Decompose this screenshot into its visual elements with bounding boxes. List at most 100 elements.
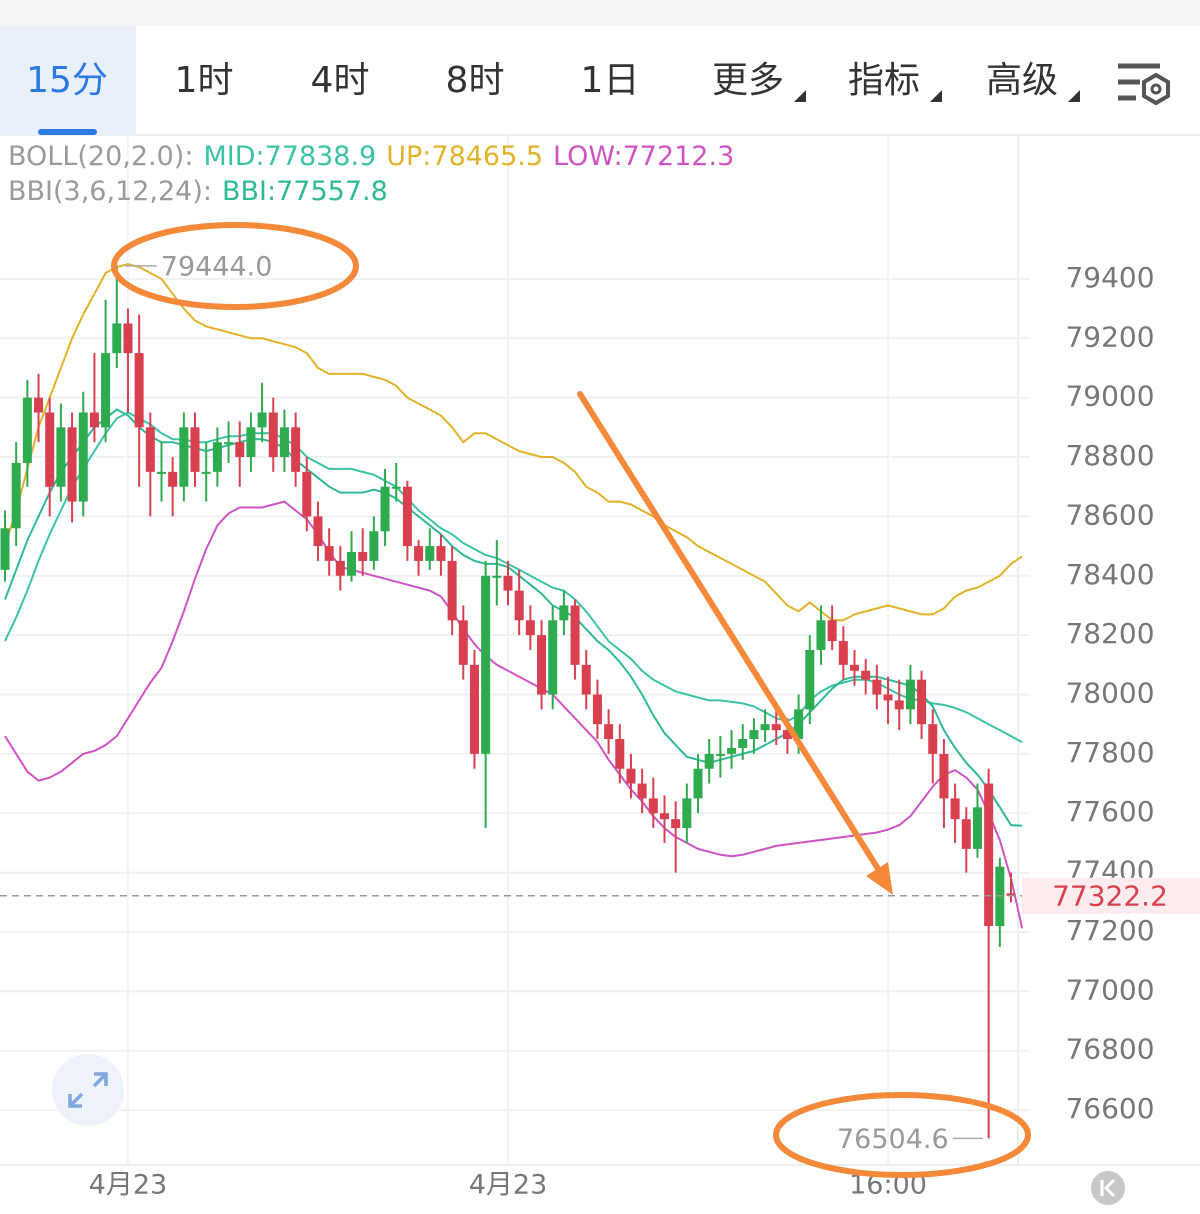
tab[interactable]: 15分 [0, 26, 136, 135]
candle-body [850, 664, 860, 671]
candle-body [313, 516, 323, 547]
candle-body [950, 798, 960, 820]
indicator-line [4, 411, 1023, 744]
candle-body [347, 552, 357, 576]
candle-body [436, 546, 446, 561]
y-tick-label: 77200 [1065, 914, 1154, 947]
tab-label: 15分 [26, 60, 108, 101]
tab[interactable]: 8时 [446, 60, 505, 101]
candle-body [402, 486, 412, 547]
toolbar: 15分 1时 4时 8时 1日 更多 指标 高级 [0, 26, 1080, 135]
tab[interactable]: 更多 [712, 60, 806, 102]
candle-body [246, 427, 256, 458]
x-tick-label: 4月23 [469, 1170, 548, 1201]
candle-body [469, 664, 479, 754]
candle-body [458, 620, 468, 665]
y-tick-label: 76800 [1065, 1033, 1154, 1066]
candle-body [380, 486, 390, 532]
indicator-line [4, 263, 1023, 622]
candle-body [682, 798, 692, 829]
candle-body [11, 462, 21, 529]
y-tick-label: 78000 [1065, 677, 1154, 710]
tab-indicator [38, 129, 97, 135]
candle-body [1006, 893, 1016, 896]
candle-body [156, 471, 166, 474]
candle-body [291, 427, 301, 472]
legend-item: BBI(3,6,12,24): [8, 176, 212, 207]
candle-body [592, 694, 602, 725]
tab[interactable]: 4时 [311, 60, 370, 101]
candle-body [414, 546, 424, 561]
candle-body [760, 724, 770, 731]
candle-body [224, 442, 234, 445]
candle-body [235, 442, 245, 458]
highlight-ellipse [111, 222, 359, 310]
candle-body [939, 753, 949, 799]
candle-body [268, 412, 278, 458]
candle-body [570, 605, 580, 665]
candle-body [45, 412, 55, 487]
candle-body [704, 753, 714, 769]
expand-button[interactable] [52, 1054, 124, 1126]
candle-body [302, 471, 312, 517]
candle-body [134, 353, 144, 428]
back-button[interactable] [1091, 1171, 1125, 1205]
candle-body [581, 664, 591, 695]
candle-body [604, 724, 614, 740]
candle-body [838, 641, 848, 665]
candle-body [212, 442, 222, 472]
candle-body [67, 427, 77, 502]
candle-body [335, 560, 345, 576]
candle-body [749, 730, 759, 740]
candle-body [324, 546, 334, 561]
candle-body [190, 427, 200, 472]
y-tick-label: 77000 [1065, 973, 1154, 1006]
candle-body [257, 412, 267, 428]
candle-body [56, 427, 66, 487]
max-label: 79444.0 [161, 251, 273, 282]
y-tick-label: 78200 [1065, 617, 1154, 650]
candle-body [671, 819, 681, 829]
candle-body [615, 739, 625, 769]
legend-row: BBI(3,6,12,24): BBI:77557.8 [8, 176, 388, 207]
candle-body [805, 649, 815, 710]
candle-body [34, 397, 44, 413]
candle-body [961, 819, 971, 849]
candle-body [168, 471, 178, 487]
candle-body [637, 783, 647, 799]
legend-item: BBI:77557.8 [222, 176, 388, 207]
candle-body [917, 679, 927, 725]
y-tick-label: 79200 [1065, 320, 1154, 353]
candle-body [693, 768, 703, 799]
plot: 77322.2 79444.0 76504.6 [0, 251, 1200, 1155]
candle-body [861, 670, 871, 680]
candle-body [279, 427, 289, 458]
candle-body [794, 709, 804, 740]
y-tick-label: 78400 [1065, 558, 1154, 591]
tab[interactable]: 1日 [581, 60, 640, 101]
candle-body [22, 397, 32, 463]
candle-body [492, 575, 502, 578]
candle-body [391, 486, 401, 489]
tab[interactable]: 高级 [986, 60, 1080, 102]
candle-body [481, 575, 491, 754]
legend-item: UP:78465.5 [386, 141, 543, 172]
candle-body [771, 724, 781, 731]
candle-body [78, 412, 88, 502]
settings-icon[interactable] [1118, 63, 1170, 106]
dropdown-triangle [930, 90, 942, 102]
tab[interactable]: 指标 [848, 60, 942, 102]
candle-body [727, 747, 737, 754]
tab-label: 高级 [986, 60, 1058, 101]
x-tick-label: 4月23 [89, 1170, 168, 1201]
indicator-line [4, 500, 1024, 929]
tab[interactable]: 1时 [175, 60, 234, 101]
y-tick-label: 76600 [1065, 1092, 1154, 1125]
candle-body [548, 620, 558, 695]
candle-body [101, 353, 111, 428]
arrow-head [866, 862, 893, 895]
candle-body [905, 679, 915, 710]
candle-body [145, 427, 155, 472]
candle-body [537, 635, 547, 695]
min-label: 76504.6 [837, 1124, 949, 1155]
